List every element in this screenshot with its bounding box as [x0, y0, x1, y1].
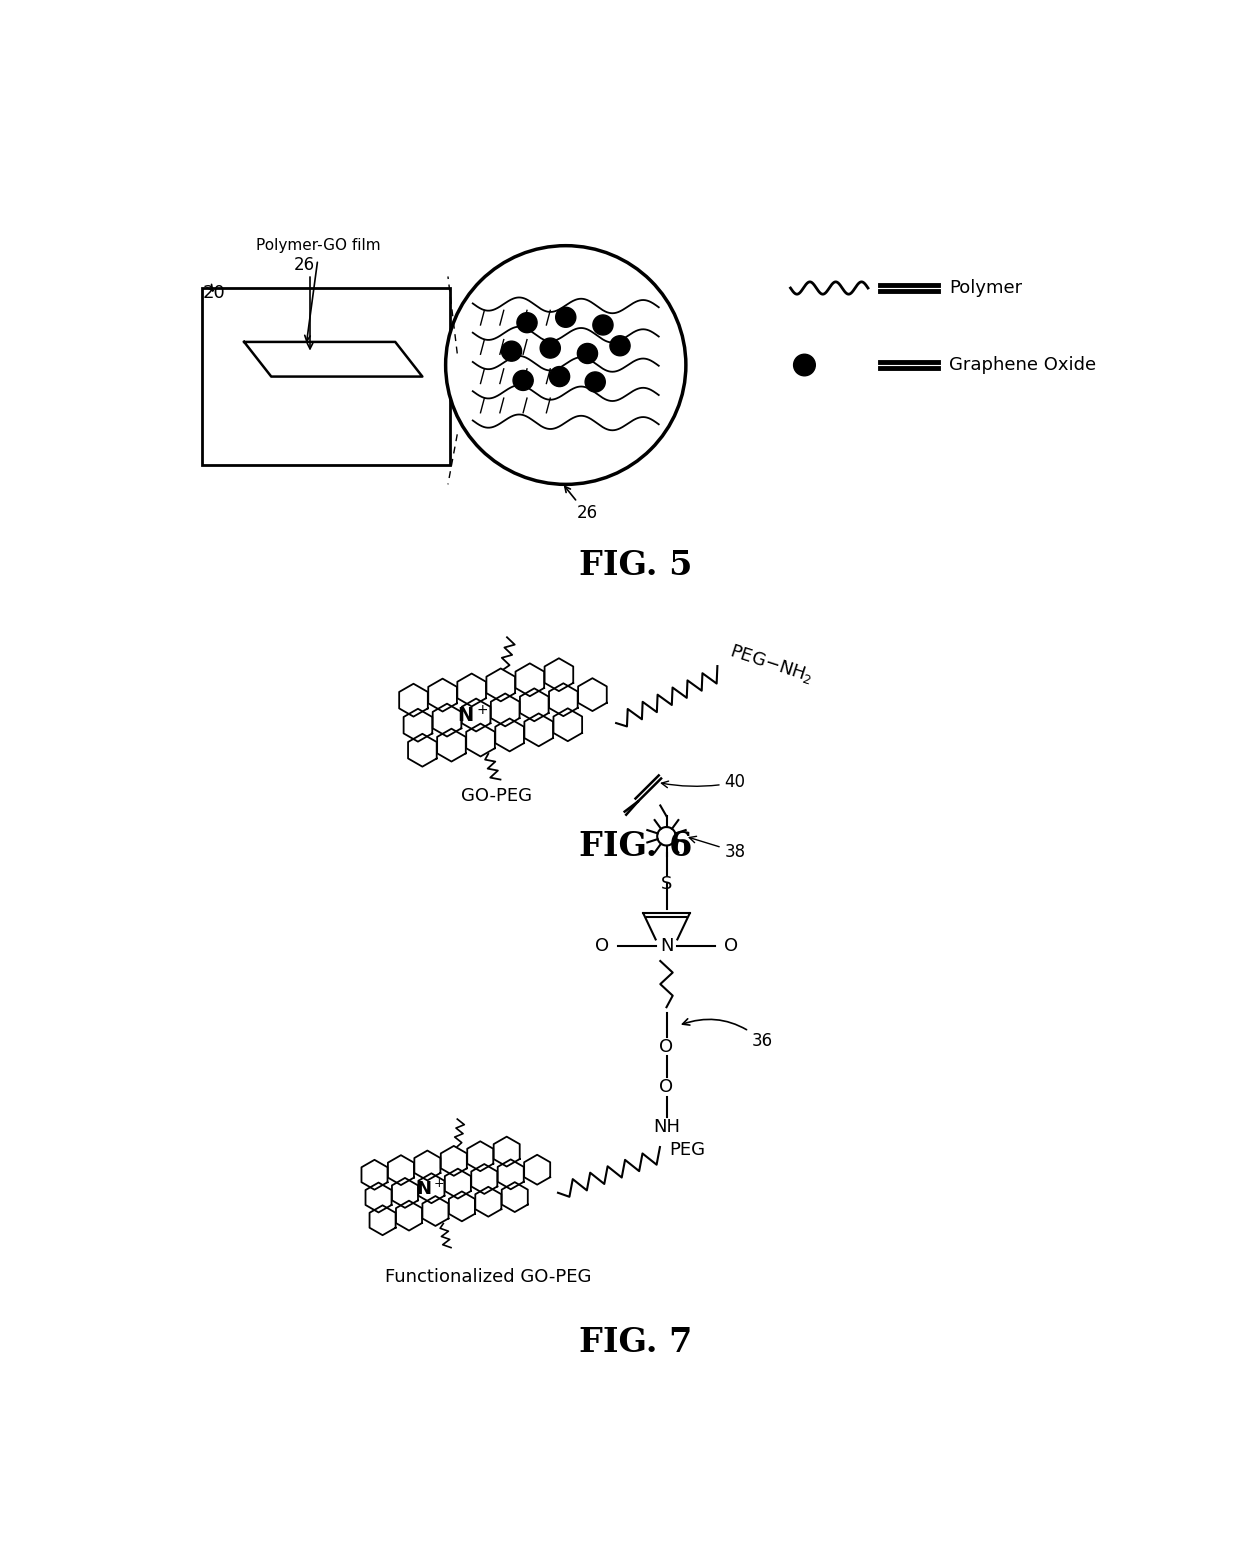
Circle shape	[517, 313, 537, 332]
Text: Polymer: Polymer	[950, 279, 1023, 298]
Text: FIG. 6: FIG. 6	[579, 830, 692, 863]
Text: O: O	[660, 1038, 673, 1055]
Polygon shape	[428, 678, 456, 711]
Bar	[201, 288, 449, 465]
Polygon shape	[544, 658, 573, 691]
Polygon shape	[414, 1151, 440, 1181]
Polygon shape	[458, 673, 486, 706]
Text: PEG: PEG	[668, 1142, 704, 1159]
Text: NH: NH	[653, 1118, 680, 1137]
Polygon shape	[502, 1182, 528, 1212]
Text: 36: 36	[682, 1019, 773, 1051]
Polygon shape	[520, 689, 548, 722]
Circle shape	[445, 246, 686, 484]
Circle shape	[501, 341, 522, 362]
Polygon shape	[525, 714, 553, 747]
Polygon shape	[467, 1142, 494, 1171]
Polygon shape	[366, 1182, 392, 1212]
Text: 20: 20	[203, 283, 226, 302]
Polygon shape	[445, 1168, 471, 1198]
Text: GO-PEG: GO-PEG	[460, 788, 532, 805]
Text: 26: 26	[294, 255, 315, 274]
Text: PEG$-$NH$_2$: PEG$-$NH$_2$	[727, 640, 816, 686]
Polygon shape	[471, 1164, 497, 1193]
Text: S: S	[661, 875, 672, 893]
Polygon shape	[578, 678, 606, 711]
Circle shape	[610, 335, 630, 355]
Circle shape	[513, 371, 533, 390]
Polygon shape	[392, 1178, 418, 1207]
Circle shape	[585, 373, 605, 392]
Polygon shape	[525, 1154, 551, 1184]
Polygon shape	[433, 703, 461, 736]
Polygon shape	[475, 1187, 501, 1217]
Circle shape	[593, 315, 613, 335]
Polygon shape	[461, 698, 491, 731]
Text: O: O	[595, 936, 609, 955]
Text: N: N	[660, 936, 673, 955]
Polygon shape	[396, 1201, 422, 1231]
Polygon shape	[399, 684, 428, 717]
Text: Functionalized GO-PEG: Functionalized GO-PEG	[386, 1268, 591, 1287]
Text: O: O	[660, 1079, 673, 1096]
Polygon shape	[403, 709, 433, 742]
Polygon shape	[440, 1146, 466, 1176]
Text: FIG. 7: FIG. 7	[579, 1326, 692, 1359]
Polygon shape	[408, 734, 436, 767]
Polygon shape	[423, 1196, 449, 1226]
Polygon shape	[497, 1159, 523, 1189]
Polygon shape	[549, 683, 578, 716]
Polygon shape	[388, 1156, 414, 1185]
Text: FIG. 5: FIG. 5	[579, 548, 692, 581]
Text: Polymer-GO film: Polymer-GO film	[255, 238, 381, 254]
Polygon shape	[438, 728, 466, 761]
Polygon shape	[486, 669, 515, 702]
Polygon shape	[495, 719, 525, 752]
Polygon shape	[516, 664, 544, 697]
Polygon shape	[362, 1160, 388, 1190]
Circle shape	[541, 338, 560, 359]
Text: O: O	[724, 936, 738, 955]
Polygon shape	[466, 723, 495, 756]
Text: N$^+$: N$^+$	[415, 1179, 445, 1198]
Polygon shape	[553, 708, 582, 741]
Circle shape	[556, 307, 575, 327]
Text: 26: 26	[577, 504, 598, 521]
Circle shape	[549, 366, 569, 387]
Polygon shape	[370, 1206, 396, 1236]
Polygon shape	[418, 1173, 444, 1203]
Circle shape	[578, 343, 598, 363]
Circle shape	[794, 354, 816, 376]
Polygon shape	[491, 694, 520, 727]
Text: Graphene Oxide: Graphene Oxide	[950, 355, 1096, 374]
Polygon shape	[449, 1192, 475, 1221]
Text: N$^+$: N$^+$	[458, 705, 489, 727]
Polygon shape	[494, 1137, 520, 1167]
Text: 40: 40	[661, 774, 745, 791]
Text: 38: 38	[689, 836, 745, 861]
